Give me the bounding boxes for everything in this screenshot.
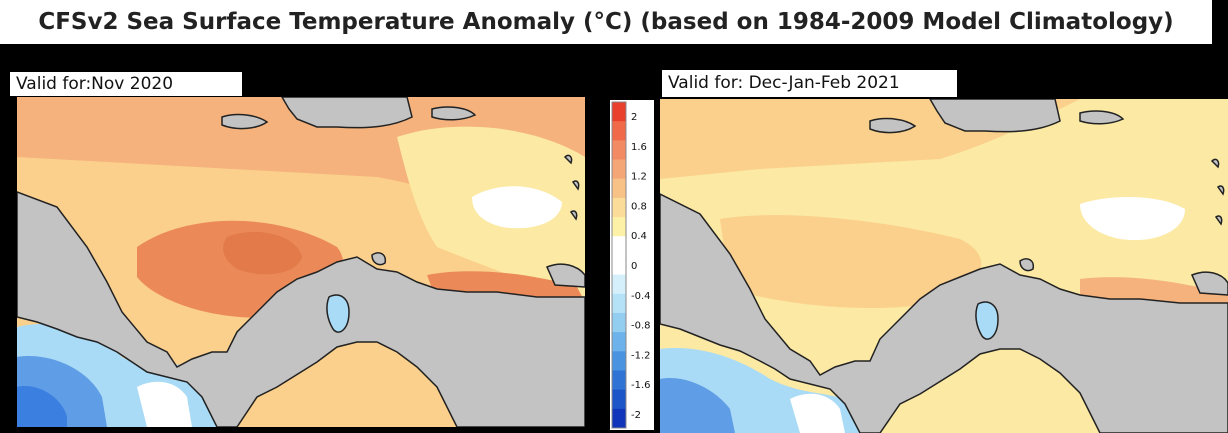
colorbar-tick-label: -1.6	[631, 380, 651, 391]
colorbar-legend: 2 1.6 1.2 0.8 0.4 0 -0.4 -0.8 -1.2 -1.6 -2	[610, 100, 654, 430]
colorbar-tick-label: 0.8	[631, 201, 647, 212]
hispaniola-island	[281, 97, 413, 129]
puerto-rico-island	[431, 106, 477, 121]
coastal-neutral-patch	[790, 393, 845, 433]
warm-anomaly-peak	[223, 231, 302, 275]
colorbar-swatch	[612, 274, 626, 295]
colorbar-swatch	[612, 370, 626, 391]
title-banner: CFSv2 Sea Surface Temperature Anomaly (°…	[0, 0, 1212, 44]
aruba-curacao-islands	[371, 252, 387, 266]
colorbar-swatch	[612, 197, 626, 218]
sst-anomaly-map-nov-2020	[17, 97, 585, 427]
puerto-rico-island	[1079, 110, 1125, 125]
colorbar-swatch	[612, 408, 626, 429]
figure-title: CFSv2 Sea Surface Temperature Anomaly (°…	[38, 9, 1174, 35]
coastal-cool-patch	[137, 381, 192, 427]
aruba-curacao-islands	[1019, 258, 1035, 272]
colorbar-tick-label: 2	[631, 112, 637, 123]
neutral-patch-east	[472, 186, 562, 229]
central-south-america-landmass	[660, 193, 1228, 433]
colder-pacific-core	[17, 386, 67, 427]
colorbar-tick-label: 0.4	[631, 231, 647, 242]
colorbar-swatch	[612, 293, 626, 314]
colorbar-tick-label: -1.2	[631, 350, 651, 361]
lesser-antilles-islands	[563, 154, 580, 221]
colorbar-tick-label: -0.8	[631, 321, 651, 332]
colorbar-swatch	[612, 236, 626, 256]
colorbar-swatch	[612, 217, 626, 237]
lake-maracaibo	[975, 301, 999, 340]
colorbar-swatch	[612, 121, 626, 141]
colorbar-tick-label: -0.4	[631, 291, 651, 302]
trinidad-island	[545, 263, 585, 288]
colorbar-swatch	[612, 351, 626, 371]
colorbar-swatch	[612, 389, 626, 410]
central-warm-band	[720, 215, 982, 309]
panel-label-nov-2020: Valid for:Nov 2020	[10, 72, 242, 96]
neutral-patch-east	[1080, 197, 1185, 241]
colorbar-swatch	[612, 178, 626, 199]
colorbar-swatch	[612, 312, 626, 333]
central-south-america-landmass	[17, 191, 585, 427]
colorbar-swatch	[612, 140, 626, 161]
trinidad-island	[1190, 271, 1228, 296]
colorbar-tick-label: 0	[631, 261, 637, 272]
lake-maracaibo	[326, 294, 350, 333]
colorbar-tick-label: 1.2	[631, 172, 647, 183]
colorbar-swatch	[612, 255, 626, 276]
sst-anomaly-map-djf-2021	[660, 99, 1228, 433]
hispaniola-island	[929, 99, 1061, 133]
colorbar-swatch	[612, 332, 626, 352]
map-canvas	[17, 97, 585, 427]
colorbar-canvas: 2 1.6 1.2 0.8 0.4 0 -0.4 -0.8 -1.2 -1.6 -2	[611, 101, 651, 429]
panel-label-djf-2021: Valid for: Dec-Jan-Feb 2021	[662, 70, 957, 97]
jamaica-island	[869, 117, 917, 134]
colorbar-swatch	[612, 102, 626, 122]
cold-pacific-core	[660, 378, 735, 433]
colorbar-outline	[611, 101, 627, 429]
colorbar-tick-label: 1.6	[631, 142, 647, 153]
lesser-antilles-islands	[1210, 158, 1225, 226]
map-canvas	[660, 99, 1228, 433]
colorbar-swatch	[612, 159, 626, 180]
jamaica-island	[221, 113, 269, 130]
colorbar-tick-label: -2	[631, 410, 641, 421]
